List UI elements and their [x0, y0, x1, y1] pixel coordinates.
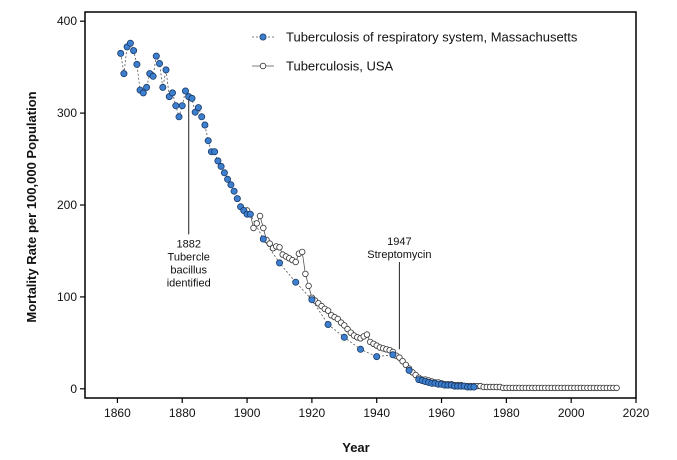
- ma-data-point: [133, 60, 141, 68]
- annotation-text: 1882: [176, 238, 200, 250]
- x-axis-title: Year: [342, 440, 369, 455]
- ma-data-point: [470, 383, 478, 391]
- ma-data-point: [259, 235, 267, 243]
- y-tick-label: 100: [57, 290, 77, 304]
- us-data-point: [613, 384, 620, 392]
- ma-data-point: [405, 366, 413, 374]
- ma-data-point: [188, 94, 196, 102]
- us-data-point: [266, 240, 273, 247]
- ma-data-point: [246, 210, 254, 218]
- ma-data-point: [162, 66, 170, 74]
- ma-data-point: [220, 169, 228, 177]
- legend-label: Tuberculosis of respiratory system, Mass…: [286, 30, 578, 45]
- ma-data-point: [175, 113, 183, 121]
- x-tick-label: 1940: [363, 406, 390, 420]
- ma-data-point: [172, 102, 180, 110]
- annotation-text: Tubercle: [168, 251, 210, 263]
- us-data-point: [250, 224, 257, 232]
- annotation-text: 1947: [387, 236, 411, 248]
- series-line-2: [246, 210, 617, 389]
- y-tick-label: 300: [57, 106, 77, 120]
- us-data-point: [260, 224, 267, 232]
- y-axis-title: Mortality Rate per 100,000 Population: [24, 91, 39, 322]
- us-data-point: [253, 220, 260, 227]
- us-data-point: [302, 270, 309, 278]
- ma-data-point: [198, 113, 206, 121]
- ma-data-point: [356, 345, 364, 353]
- x-tick-label: 1960: [428, 406, 455, 420]
- y-axis: 0 100 200 300 400: [57, 14, 85, 396]
- ma-data-point: [194, 104, 202, 112]
- x-axis: 1860 1880 1900 1920 1940 1960 1980 2000 2020: [104, 398, 650, 420]
- ma-data-point: [275, 259, 283, 267]
- ma-data-point: [233, 195, 241, 203]
- x-tick-label: 1980: [493, 406, 520, 420]
- ma-data-point: [152, 52, 160, 60]
- y-tick-label: 200: [57, 198, 77, 212]
- x-tick-label: 2020: [623, 406, 650, 420]
- ma-data-point: [214, 157, 222, 165]
- ma-data-point: [230, 187, 238, 195]
- us-data-point: [324, 307, 332, 314]
- us-data-point: [299, 248, 306, 256]
- legend-marker-filled: [259, 33, 267, 41]
- us-data-point: [276, 244, 283, 251]
- ma-data-point: [340, 333, 348, 341]
- annotation-text: identified: [167, 277, 211, 289]
- ma-data-point: [143, 83, 151, 91]
- annotation-text: bacillus: [170, 264, 207, 276]
- ma-data-point: [217, 162, 225, 170]
- us-data-point: [363, 331, 371, 338]
- us-data-point: [305, 282, 312, 290]
- legend-label: Tuberculosis, USA: [286, 59, 393, 74]
- y-tick-label: 400: [57, 14, 77, 28]
- ma-data-point: [324, 320, 332, 328]
- x-tick-label: 1920: [299, 406, 326, 420]
- ma-data-point: [181, 87, 189, 95]
- ma-data-point: [373, 353, 381, 361]
- x-tick-label: 1900: [234, 406, 261, 420]
- ma-data-point: [389, 351, 397, 359]
- x-tick-label: 2000: [558, 406, 585, 420]
- ma-data-point: [227, 181, 235, 189]
- ma-data-point: [308, 296, 316, 304]
- annotation-text: Streptomycin: [367, 249, 431, 261]
- ma-data-point: [159, 83, 167, 91]
- ma-data-point: [120, 70, 128, 78]
- legend: Tuberculosis of respiratory system, Mass…: [252, 30, 578, 74]
- ma-data-point: [168, 89, 176, 97]
- us-data-point: [292, 258, 299, 266]
- ma-data-point: [130, 47, 138, 55]
- ma-data-point: [204, 137, 212, 145]
- ma-data-point: [155, 60, 163, 68]
- y-tick-label: 0: [70, 382, 77, 396]
- ma-data-point: [139, 89, 147, 97]
- ma-data-point: [117, 49, 125, 57]
- ma-data-point: [126, 39, 134, 47]
- series-points: [117, 39, 620, 392]
- ma-data-point: [201, 121, 209, 129]
- ma-data-point: [211, 148, 219, 156]
- ma-data-point: [178, 102, 186, 110]
- us-data-point: [256, 212, 264, 220]
- ma-data-point: [224, 175, 232, 183]
- ma-data-point: [292, 278, 300, 286]
- ma-data-point: [149, 72, 157, 80]
- x-tick-label: 1880: [169, 406, 196, 420]
- legend-marker-open: [259, 62, 267, 70]
- x-tick-label: 1860: [104, 406, 131, 420]
